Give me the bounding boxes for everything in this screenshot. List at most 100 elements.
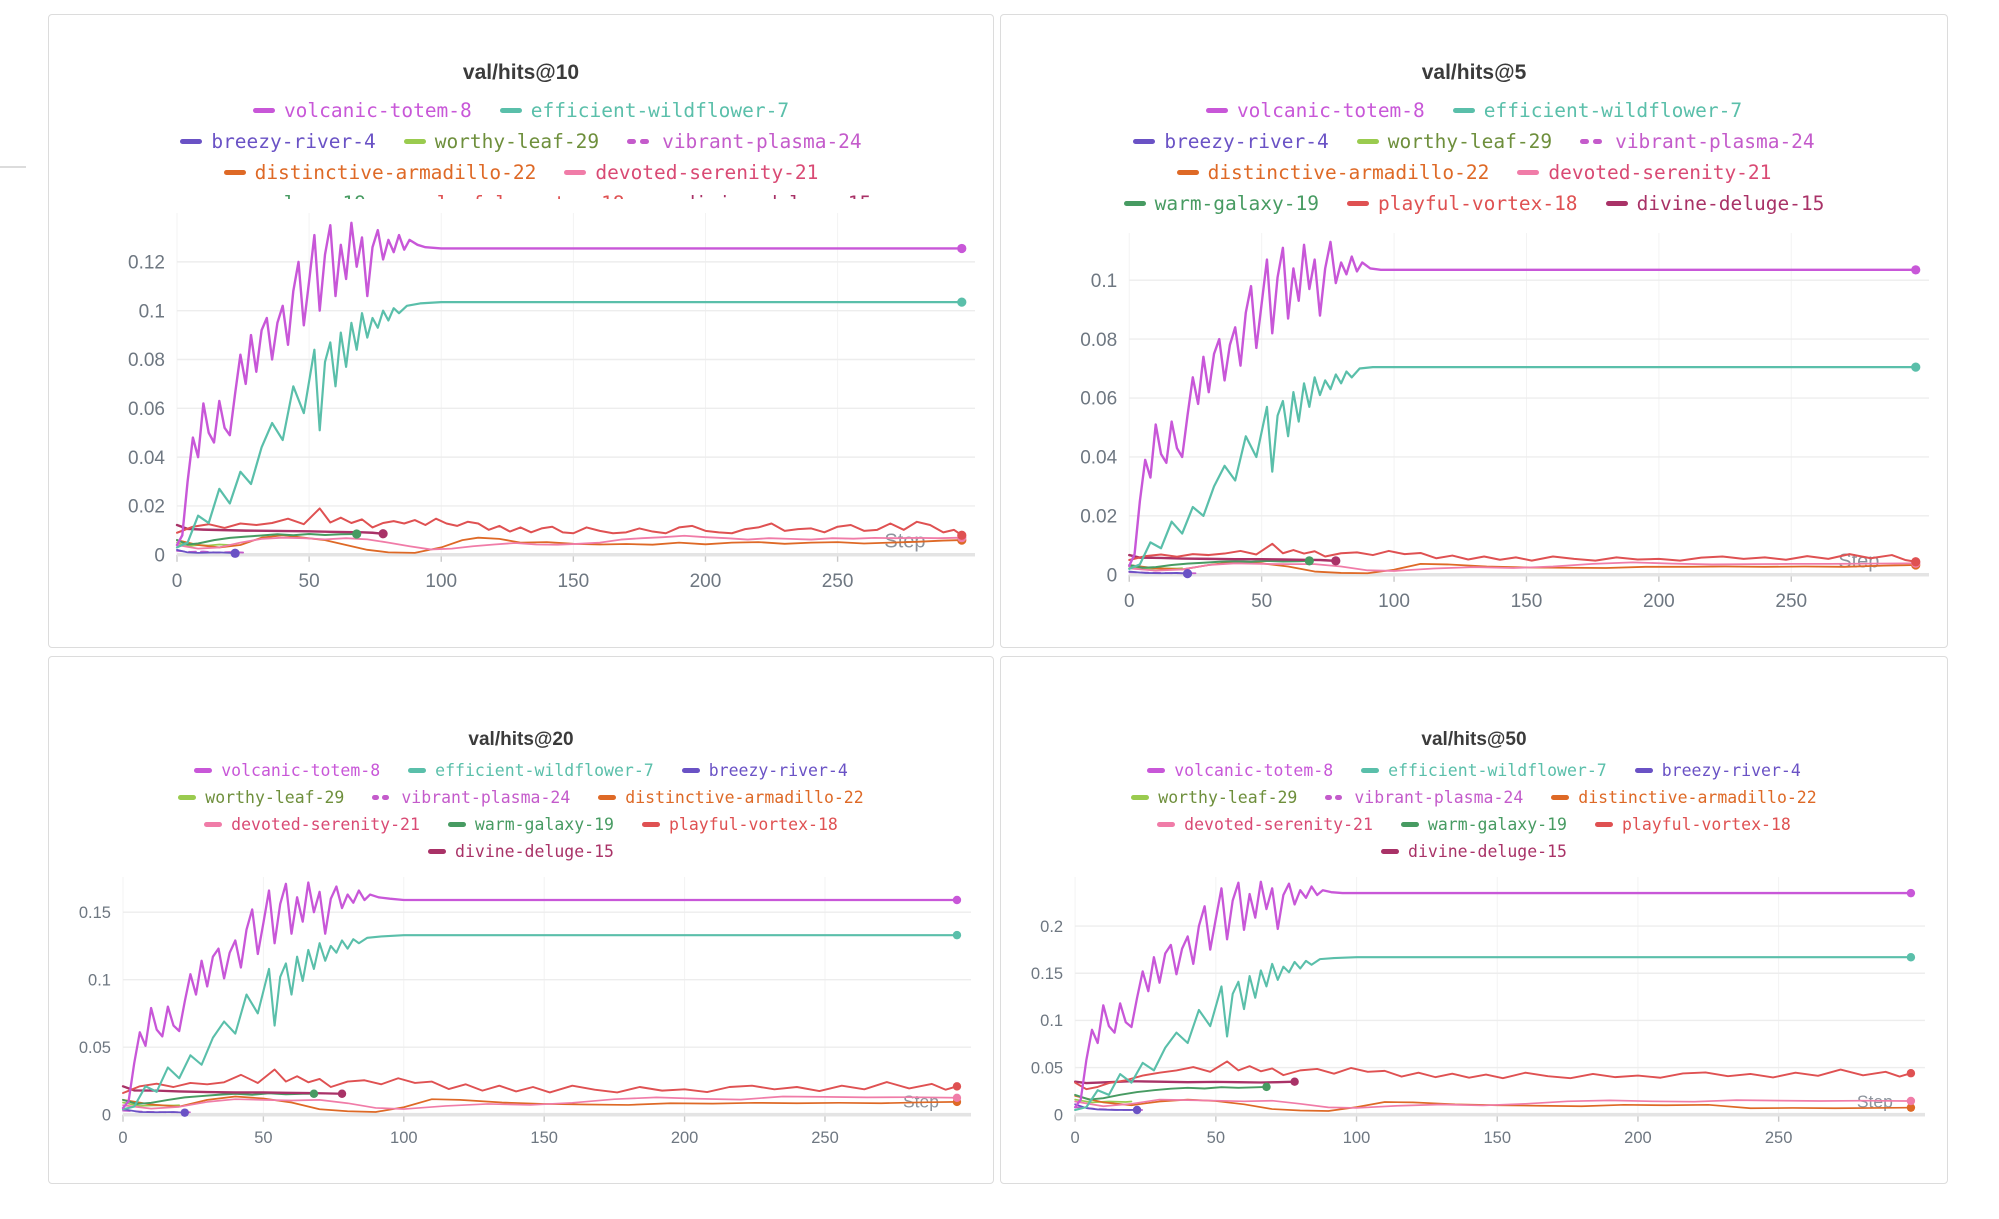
series-end-dot-divine-deluge-15 (1331, 556, 1341, 566)
series-line-volcanic-totem-8 (175, 221, 963, 547)
legend-item-divine-deluge-15[interactable]: divine-deluge-15 (653, 192, 872, 199)
svg-text:150: 150 (530, 1128, 558, 1147)
svg-text:0: 0 (172, 571, 183, 592)
legend-item-breezy-river-4[interactable]: breezy-river-4 (1133, 130, 1329, 153)
legend: volcanic-totem-8 efficient-wildflower-7 br… (1011, 95, 1937, 219)
legend-item-devoted-serenity-21[interactable]: devoted-serenity-21 (204, 815, 420, 834)
legend-item-volcanic-totem-8[interactable]: volcanic-totem-8 (194, 761, 380, 780)
legend-swatch (1157, 822, 1176, 827)
series-line-divine-deluge-15 (121, 1085, 344, 1095)
legend-item-worthy-leaf-29[interactable]: worthy-leaf-29 (403, 130, 599, 153)
svg-text:0.2: 0.2 (1040, 917, 1063, 936)
legend-item-vibrant-plasma-24[interactable]: vibrant-plasma-24 (627, 130, 862, 153)
legend-item-volcanic-totem-8[interactable]: volcanic-totem-8 (1147, 761, 1333, 780)
legend-item-distinctive-armadillo-22[interactable]: distinctive-armadillo-22 (1176, 161, 1489, 184)
legend-item-warm-galaxy-19[interactable]: warm-galaxy-19 (1123, 192, 1319, 215)
legend-item-vibrant-plasma-24[interactable]: vibrant-plasma-24 (1580, 130, 1815, 153)
series-line-efficient-wildflower-7 (1074, 956, 1912, 1112)
legend-swatch (223, 170, 246, 175)
legend-item-divine-deluge-15[interactable]: divine-deluge-15 (1605, 192, 1825, 215)
legend-item-divine-deluge-15[interactable]: divine-deluge-15 (428, 842, 614, 861)
legend-item-worthy-leaf-29[interactable]: worthy-leaf-29 (178, 788, 344, 807)
legend-label: distinctive-armadillo-22 (1578, 788, 1817, 807)
legend-swatch (1551, 795, 1570, 800)
legend-item-distinctive-armadillo-22[interactable]: distinctive-armadillo-22 (1551, 788, 1817, 807)
legend-item-playful-vortex-18[interactable]: playful-vortex-18 (641, 815, 838, 834)
legend-swatch (1517, 170, 1540, 175)
legend-item-breezy-river-4[interactable]: breezy-river-4 (180, 130, 376, 153)
svg-text:150: 150 (558, 571, 590, 592)
legend-swatch (447, 822, 466, 827)
chart-canvas-val-hits-5[interactable]: 0 50 100 150 200 250 0 0.02 0.04 0.06 0.08 0.1 Step (1011, 221, 1937, 623)
series-line-breezy-river-4 (176, 548, 237, 555)
legend-label: devoted-serenity-21 (231, 815, 420, 834)
legend-row: volcanic-totem-8 efficient-wildflower-7 br… (1011, 757, 1937, 784)
legend-item-warm-galaxy-19[interactable]: warm-galaxy-19 (447, 815, 614, 834)
chart-canvas-val-hits-10[interactable]: 0 50 100 150 200 25000.020.040.060.080.10.12S… (59, 201, 983, 603)
svg-text:200: 200 (690, 571, 722, 592)
legend-item-playful-vortex-18[interactable]: playful-vortex-18 (394, 192, 625, 199)
legend-label: playful-vortex-18 (668, 815, 838, 834)
legend-item-playful-vortex-18[interactable]: playful-vortex-18 (1346, 192, 1578, 215)
legend-item-efficient-wildflower-7[interactable]: efficient-wildflower-7 (1452, 99, 1742, 122)
legend-row: breezy-river-4 worthy-leaf-29 vibrant-plas… (1011, 126, 1937, 157)
legend-swatch (1205, 108, 1228, 113)
legend-item-efficient-wildflower-7[interactable]: efficient-wildflower-7 (499, 99, 789, 122)
series-line-warm-galaxy-19 (1074, 1085, 1268, 1101)
legend-swatch (1356, 139, 1379, 144)
legend-item-divine-deluge-15[interactable]: divine-deluge-15 (1381, 842, 1567, 861)
series-line-volcanic-totem-8 (1073, 880, 1913, 1109)
svg-text:0.06: 0.06 (1080, 389, 1117, 410)
legend-item-playful-vortex-18[interactable]: playful-vortex-18 (1594, 815, 1791, 834)
legend-item-volcanic-totem-8[interactable]: volcanic-totem-8 (1205, 99, 1425, 122)
series-end-dot-efficient-wildflower-7 (957, 297, 967, 307)
series-end-dot-breezy-river-4 (230, 548, 240, 558)
svg-text:250: 250 (1775, 591, 1807, 612)
legend-item-distinctive-armadillo-22[interactable]: distinctive-armadillo-22 (223, 161, 536, 184)
legend-item-devoted-serenity-21[interactable]: devoted-serenity-21 (564, 161, 818, 184)
svg-text:0: 0 (102, 1105, 111, 1124)
series-end-dot-distinctive-armadillo-22 (1906, 1103, 1916, 1112)
legend-label: worthy-leaf-29 (1387, 130, 1553, 153)
x-axis-label: Step (1838, 551, 1879, 573)
legend-swatch (681, 768, 700, 773)
legend-swatch (204, 822, 223, 827)
legend-item-devoted-serenity-21[interactable]: devoted-serenity-21 (1517, 161, 1771, 184)
legend-item-vibrant-plasma-24[interactable]: vibrant-plasma-24 (1325, 788, 1523, 807)
series-end-dot-playful-vortex-18 (952, 1082, 962, 1091)
series-end-dot-volcanic-totem-8 (1911, 265, 1921, 275)
chart-canvas-val-hits-50[interactable]: 0 50 100 150 200 250 0 0.05 0.1 0.15 0.2 Step (1011, 869, 1937, 1159)
legend-label: devoted-serenity-21 (595, 161, 819, 184)
legend-label: divine-deluge-15 (1636, 192, 1825, 215)
legend-row: distinctive-armadillo-22 devoted-serenity… (59, 157, 983, 188)
svg-text:0.15: 0.15 (1031, 964, 1063, 983)
svg-text:0: 0 (1107, 565, 1118, 586)
series-line-warm-galaxy-19 (122, 1092, 315, 1105)
series-line-playful-vortex-18 (176, 507, 963, 537)
series-line-warm-galaxy-19 (176, 533, 358, 546)
chart-title: val/hits@10 (462, 61, 580, 84)
svg-text:50: 50 (1251, 591, 1272, 612)
legend-item-volcanic-totem-8[interactable]: volcanic-totem-8 (252, 99, 472, 122)
legend-item-efficient-wildflower-7[interactable]: efficient-wildflower-7 (408, 761, 654, 780)
svg-text:0: 0 (1054, 1105, 1063, 1124)
legend-row: volcanic-totem-8 efficient-wildflower-7 (1011, 95, 1937, 126)
legend-label: warm-galaxy-19 (474, 815, 614, 834)
legend-label: devoted-serenity-21 (1548, 161, 1772, 184)
legend-item-breezy-river-4[interactable]: breezy-river-4 (1634, 761, 1801, 780)
legend-item-warm-galaxy-19[interactable]: warm-galaxy-19 (171, 192, 366, 199)
legend-swatch (194, 768, 213, 773)
legend-label: vibrant-plasma-24 (662, 130, 862, 153)
legend-item-efficient-wildflower-7[interactable]: efficient-wildflower-7 (1361, 761, 1607, 780)
legend-swatch (1131, 795, 1150, 800)
legend-item-distinctive-armadillo-22[interactable]: distinctive-armadillo-22 (598, 788, 864, 807)
legend-item-breezy-river-4[interactable]: breezy-river-4 (681, 761, 848, 780)
legend-item-worthy-leaf-29[interactable]: worthy-leaf-29 (1356, 130, 1553, 153)
legend-item-devoted-serenity-21[interactable]: devoted-serenity-21 (1157, 815, 1373, 834)
legend-item-worthy-leaf-29[interactable]: worthy-leaf-29 (1131, 788, 1297, 807)
legend-item-warm-galaxy-19[interactable]: warm-galaxy-19 (1400, 815, 1567, 834)
legend-item-vibrant-plasma-24[interactable]: vibrant-plasma-24 (372, 788, 570, 807)
svg-text:50: 50 (299, 571, 320, 592)
legend-label: playful-vortex-18 (425, 192, 625, 199)
